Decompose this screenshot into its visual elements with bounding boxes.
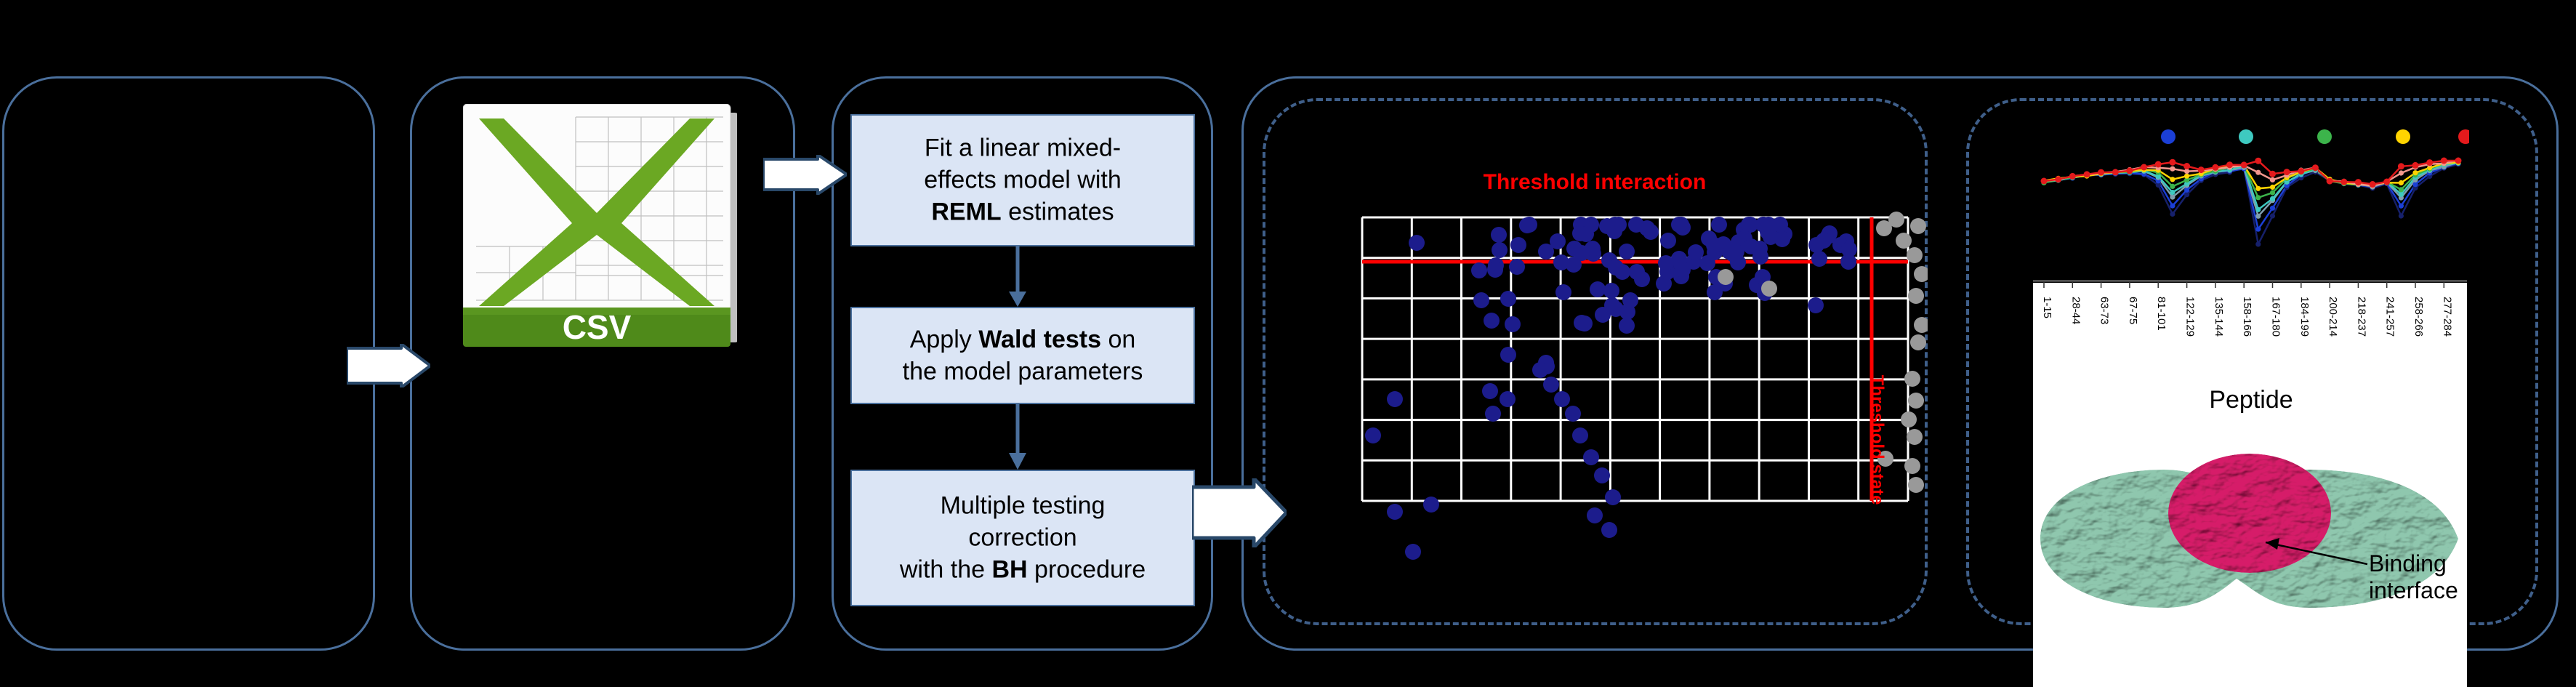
svg-text:interface: interface	[2369, 577, 2458, 603]
svg-text:28-44: 28-44	[2069, 297, 2082, 324]
svg-text:Binding: Binding	[2369, 550, 2447, 576]
svg-text:122-129: 122-129	[2184, 297, 2197, 337]
svg-text:158-166: 158-166	[2241, 297, 2253, 337]
svg-text:241-257: 241-257	[2384, 297, 2396, 337]
svg-text:63-73: 63-73	[2098, 297, 2111, 324]
svg-text:200-214: 200-214	[2327, 297, 2339, 337]
svg-text:258-266: 258-266	[2412, 297, 2425, 337]
svg-text:135-144: 135-144	[2213, 297, 2225, 337]
svg-text:1-15: 1-15	[2041, 297, 2053, 318]
svg-text:218-237: 218-237	[2355, 297, 2367, 337]
svg-text:184-199: 184-199	[2298, 297, 2311, 337]
svg-text:CSV: CSV	[563, 308, 632, 346]
svg-text:167-180: 167-180	[2270, 297, 2282, 337]
svg-text:Threshold interaction: Threshold interaction	[1484, 170, 1707, 194]
svg-text:81-101: 81-101	[2155, 297, 2168, 331]
svg-text:Peptide: Peptide	[2209, 386, 2293, 414]
svg-text:67-75: 67-75	[2127, 297, 2139, 324]
svg-text:277-284: 277-284	[2441, 297, 2453, 337]
svg-text:Threshold state: Threshold state	[1867, 375, 1887, 505]
